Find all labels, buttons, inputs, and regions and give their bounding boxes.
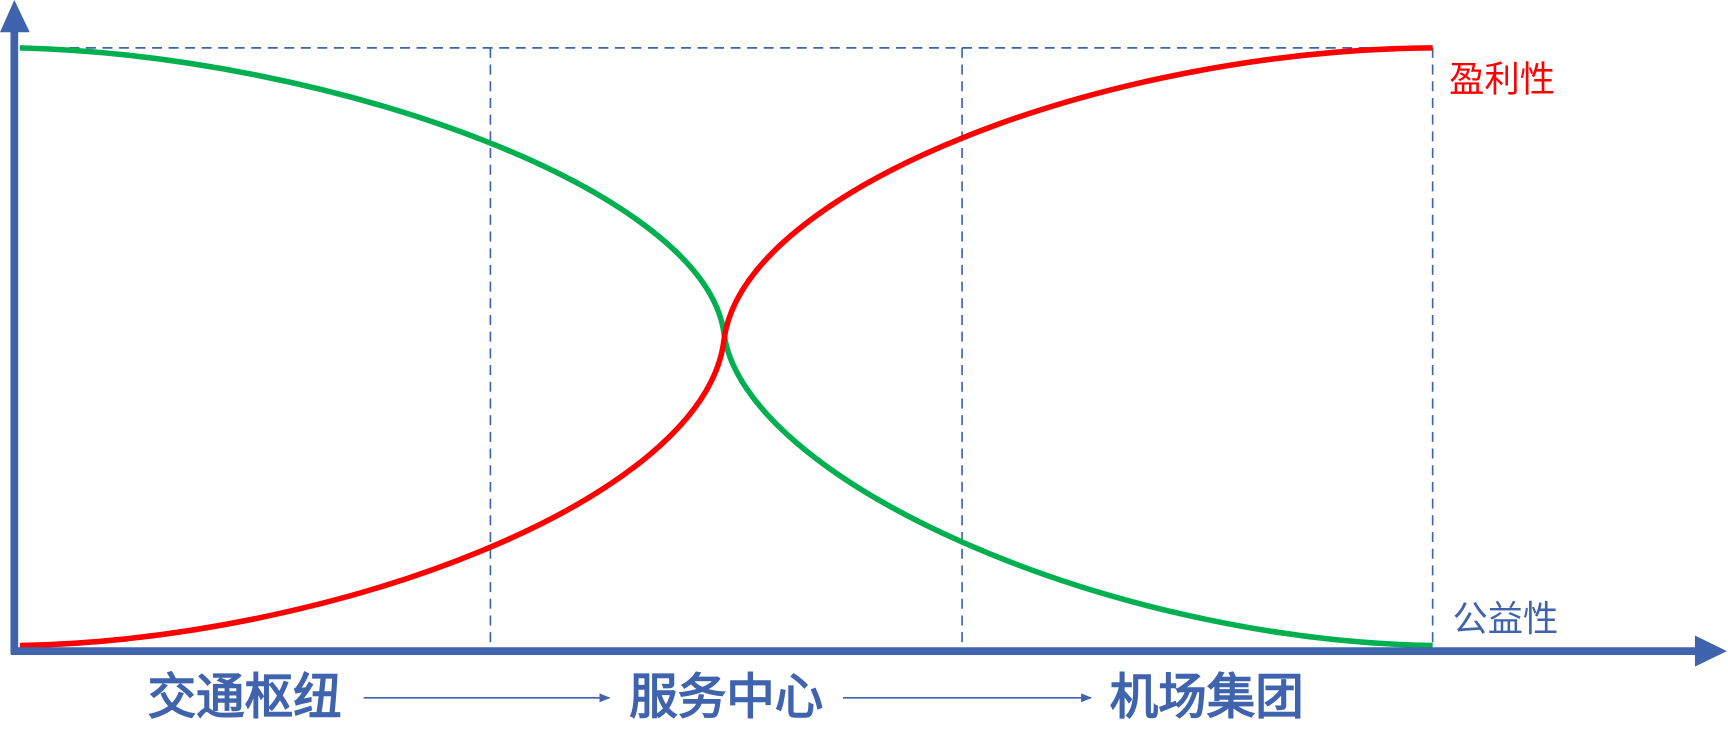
public-welfare-label: 公益性	[1452, 599, 1558, 640]
y-axis-arrow	[0, 0, 30, 33]
profitability-curve	[19, 45, 1433, 649]
stage-label: 服务中心	[629, 669, 823, 725]
stage-label: 机场集团	[1110, 669, 1304, 725]
stage-label: 交通枢纽	[148, 669, 342, 725]
x-axis-arrow	[1694, 635, 1727, 667]
profitability-label: 盈利性	[1449, 59, 1555, 100]
public-welfare-curve	[19, 45, 1433, 649]
